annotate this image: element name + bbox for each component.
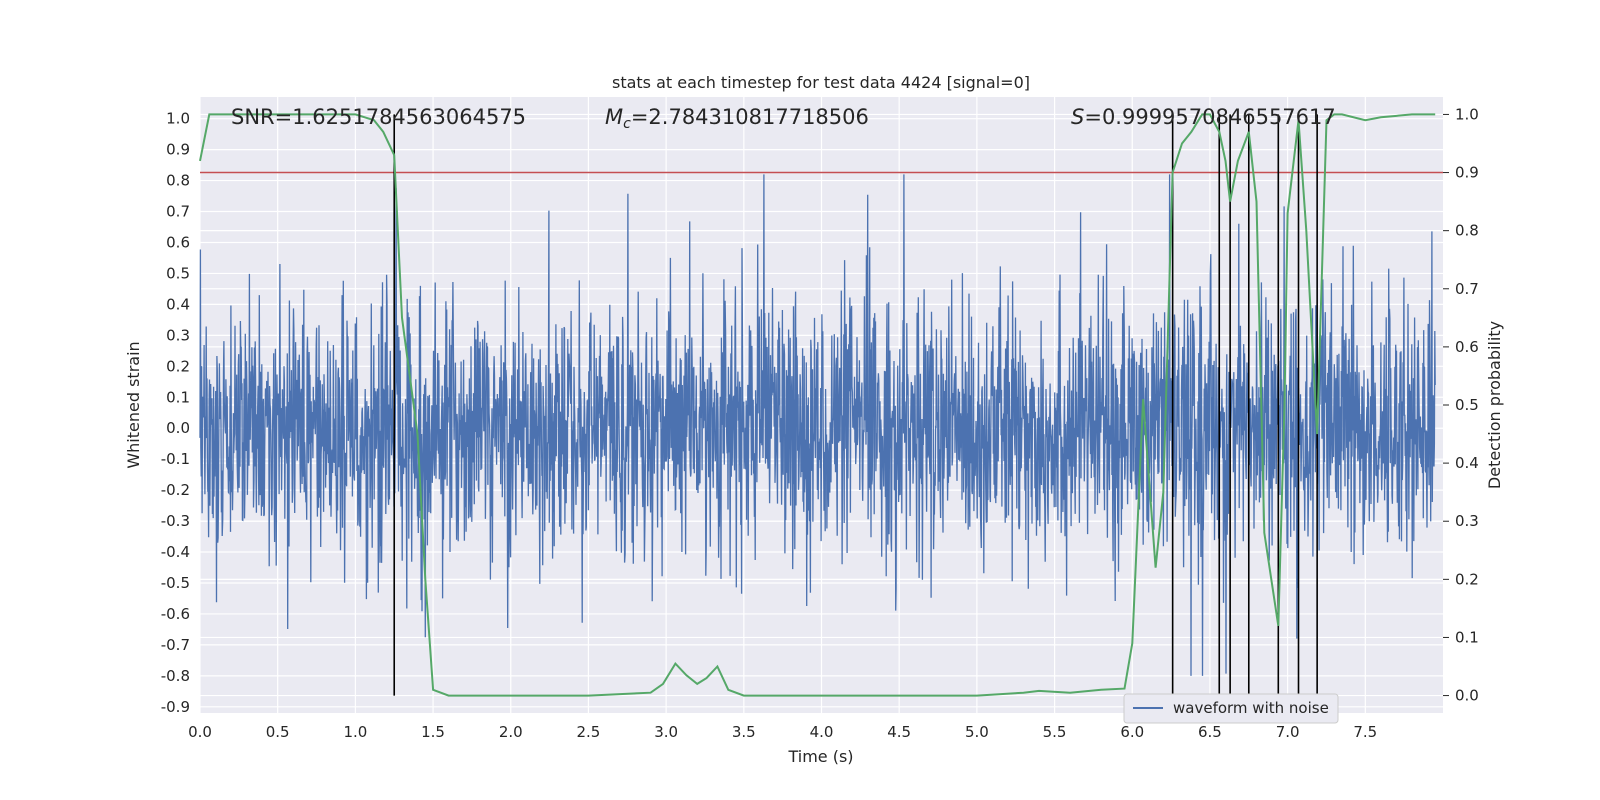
- mc-annotation: Mc=2.784310817718506: [605, 105, 869, 132]
- x-tick-label: 5.5: [1043, 723, 1067, 741]
- x-tick-label: 7.0: [1276, 723, 1300, 741]
- y-tick-label: 0.5: [166, 264, 190, 282]
- s-value: =0.9999570846557617: [1084, 105, 1335, 129]
- x-tick-label: 3.5: [732, 723, 756, 741]
- x-tick-label: 2.0: [499, 723, 523, 741]
- y-tick-label: 0.2: [166, 357, 190, 375]
- y2-tick-label: 0.7: [1455, 280, 1479, 298]
- x-tick-label: 4.5: [887, 723, 911, 741]
- probability-line: [199, 113, 1436, 697]
- mc-symbol: M: [605, 105, 623, 129]
- y2-axis-label: Detection probability: [1485, 321, 1504, 489]
- x-tick-label: 1.0: [343, 723, 367, 741]
- y2-tick-label: 0.3: [1455, 512, 1479, 530]
- y2-tick-label: 1.0: [1455, 105, 1479, 123]
- y2-tick-label: 0.4: [1455, 454, 1479, 472]
- x-tick-label: 2.5: [577, 723, 601, 741]
- legend-label: waveform with noise: [1173, 699, 1329, 717]
- y-tick-label: -0.9: [161, 698, 190, 716]
- y-tick-label: 0.4: [166, 295, 190, 313]
- y-tick-label: 0.7: [166, 203, 190, 221]
- y2-tick-label: 0.2: [1455, 570, 1479, 588]
- x-axis-ticks: 0.0 0.5 1.0 1.5 2.0 2.5 3.0 3.5 4.0 4.5 5.0 5.5 6.0 6…: [188, 723, 1377, 741]
- y-axis-ticks: 1.0 0.9 0.8 0.7 0.6 0.5 0.4 0.3 0.2 0.1 0.0 -0.1 -0.…: [161, 110, 190, 716]
- y-tick-label: -0.4: [161, 543, 190, 561]
- s-symbol: S: [1071, 105, 1084, 129]
- series-detection-probability: [199, 113, 1436, 697]
- x-tick-label: 4.0: [810, 723, 834, 741]
- y-tick-label: -0.8: [161, 667, 190, 685]
- x-axis-label: Time (s): [787, 747, 853, 766]
- x-tick-label: 7.5: [1353, 723, 1377, 741]
- x-tick-label: 6.5: [1198, 723, 1222, 741]
- y2-tick-label: 0.8: [1455, 222, 1479, 240]
- y-tick-label: 0.0: [166, 419, 190, 437]
- chart-title: stats at each timestep for test data 442…: [612, 73, 1030, 92]
- y-tick-label: 0.8: [166, 172, 190, 190]
- y2-tick-label: 0.9: [1455, 164, 1479, 182]
- x-tick-label: 0.5: [266, 723, 290, 741]
- x-tick-label: 6.0: [1120, 723, 1144, 741]
- mc-subscript: c: [623, 116, 631, 132]
- y-tick-label: 0.9: [166, 141, 190, 159]
- y2-tick-label: 0.5: [1455, 396, 1479, 414]
- y-tick-label: 1.0: [166, 110, 190, 128]
- y-tick-label: 0.3: [166, 326, 190, 344]
- y2-axis-ticks: 1.0 0.9 0.8 0.7 0.6 0.5 0.4 0.3 0.2 0.1 0.0: [1443, 105, 1479, 705]
- s-annotation: S=0.9999570846557617: [1071, 105, 1336, 129]
- y2-tick-label: 0.1: [1455, 628, 1479, 646]
- y-tick-label: -0.3: [161, 512, 190, 530]
- y-tick-label: 0.1: [166, 388, 190, 406]
- mc-value: =2.784310817718506: [631, 105, 869, 129]
- y-tick-label: -0.7: [161, 636, 190, 654]
- x-tick-label: 0.0: [188, 723, 212, 741]
- x-tick-label: 3.0: [654, 723, 678, 741]
- x-tick-label: 5.0: [965, 723, 989, 741]
- y2-tick-label: 0.6: [1455, 338, 1479, 356]
- y-axis-label: Whitened strain: [124, 341, 143, 468]
- y-tick-label: -0.2: [161, 481, 190, 499]
- y-tick-label: -0.5: [161, 574, 190, 592]
- y2-tick-label: 0.0: [1455, 687, 1479, 705]
- snr-annotation: SNR=1.6251784563064575: [231, 105, 526, 129]
- y-tick-label: 0.6: [166, 233, 190, 251]
- legend: waveform with noise: [1123, 693, 1339, 724]
- y-tick-label: -0.1: [161, 450, 190, 468]
- x-tick-label: 1.5: [421, 723, 445, 741]
- legend-box: [1123, 693, 1339, 724]
- y-tick-label: -0.6: [161, 605, 190, 623]
